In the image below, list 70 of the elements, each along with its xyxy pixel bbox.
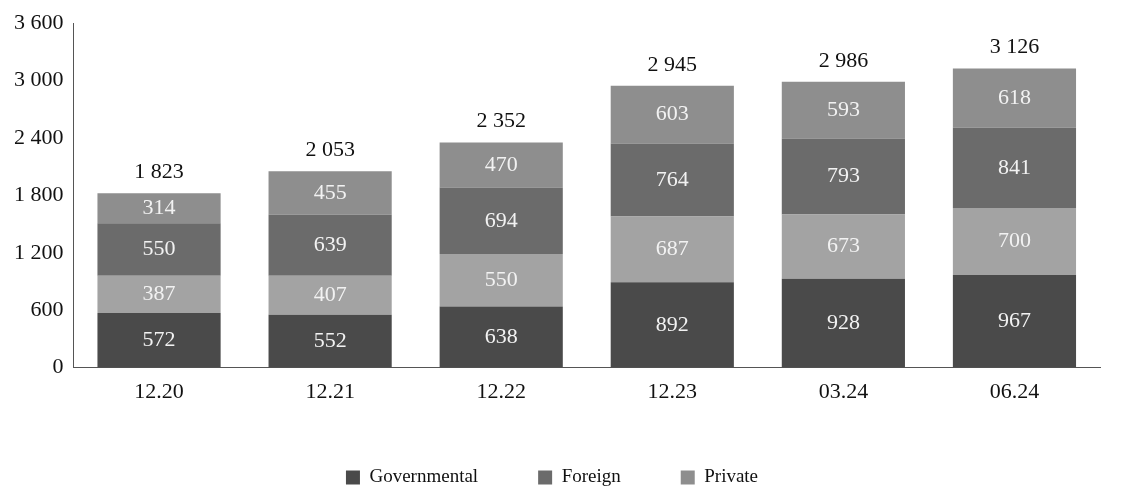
data-label: 455: [313, 178, 347, 204]
data-label: 639: [313, 231, 347, 257]
data-label: 593: [826, 95, 860, 121]
y-tick-label: 3 000: [14, 66, 64, 92]
y-tick-label: 0: [52, 353, 64, 379]
y-tick-label: 2 400: [14, 123, 64, 149]
data-label: 638: [484, 322, 518, 348]
bar: [97, 312, 221, 368]
y-tick-label: 600: [30, 295, 64, 321]
data-label: 687: [655, 235, 689, 261]
y-tick-label: 1 200: [14, 238, 64, 264]
total-label: 2 986: [818, 46, 869, 72]
x-tick-label: 03.24: [818, 377, 869, 403]
data-label: 793: [826, 162, 860, 188]
data-label: 892: [655, 310, 689, 336]
y-tick-label: 3 600: [14, 8, 64, 34]
bar: [439, 253, 563, 307]
bar: [952, 275, 1077, 368]
bar: [610, 216, 734, 283]
data-label: 967: [997, 307, 1031, 333]
total-label: 1 823: [134, 157, 184, 183]
bar: [439, 187, 563, 254]
bar: [781, 214, 905, 279]
bar: [439, 142, 563, 188]
bar: [610, 282, 734, 368]
x-tick-label: 12.22: [476, 377, 526, 403]
bar: [952, 127, 1077, 209]
data-label: 928: [826, 308, 860, 334]
x-tick-label: 06.24: [989, 377, 1040, 403]
legend-label: Private: [704, 465, 759, 487]
y-tick-label: 1 800: [14, 181, 64, 207]
data-label: 603: [655, 100, 689, 126]
total-label: 2 053: [305, 135, 355, 161]
bar: [97, 275, 221, 313]
bar: [268, 275, 392, 315]
bar: [268, 214, 392, 276]
data-label: 841: [997, 153, 1031, 179]
data-label: 572: [142, 326, 176, 352]
data-label: 764: [655, 165, 689, 191]
bar: [781, 278, 905, 368]
total-label: 3 126: [989, 33, 1040, 59]
bar: [610, 85, 734, 144]
bar: [268, 314, 392, 368]
bar: [952, 68, 1077, 128]
x-tick-label: 12.20: [134, 377, 184, 403]
data-label: 618: [997, 83, 1031, 109]
data-label: 387: [142, 280, 176, 306]
total-label: 2 352: [476, 107, 526, 133]
bar: [952, 208, 1077, 276]
data-label: 470: [484, 150, 518, 176]
legend-label: Governmental: [369, 465, 479, 487]
bar: [610, 143, 734, 217]
x-tick-label: 12.23: [647, 377, 698, 403]
data-label: 407: [313, 281, 347, 307]
bar: [97, 223, 221, 276]
bar: [781, 81, 905, 139]
data-label: 550: [484, 266, 518, 292]
data-label: 700: [997, 227, 1031, 253]
x-tick-label: 12.21: [305, 377, 355, 403]
total-label: 2 945: [647, 50, 698, 76]
bar: [781, 138, 905, 215]
data-label: 314: [142, 194, 176, 219]
bar: [439, 306, 563, 368]
data-label: 673: [826, 232, 860, 258]
legend-label: Foreign: [561, 465, 622, 487]
bar: [268, 171, 392, 215]
data-label: 550: [142, 235, 176, 261]
data-label: 552: [313, 326, 347, 352]
bar: [97, 193, 221, 224]
data-label: 694: [484, 206, 518, 232]
